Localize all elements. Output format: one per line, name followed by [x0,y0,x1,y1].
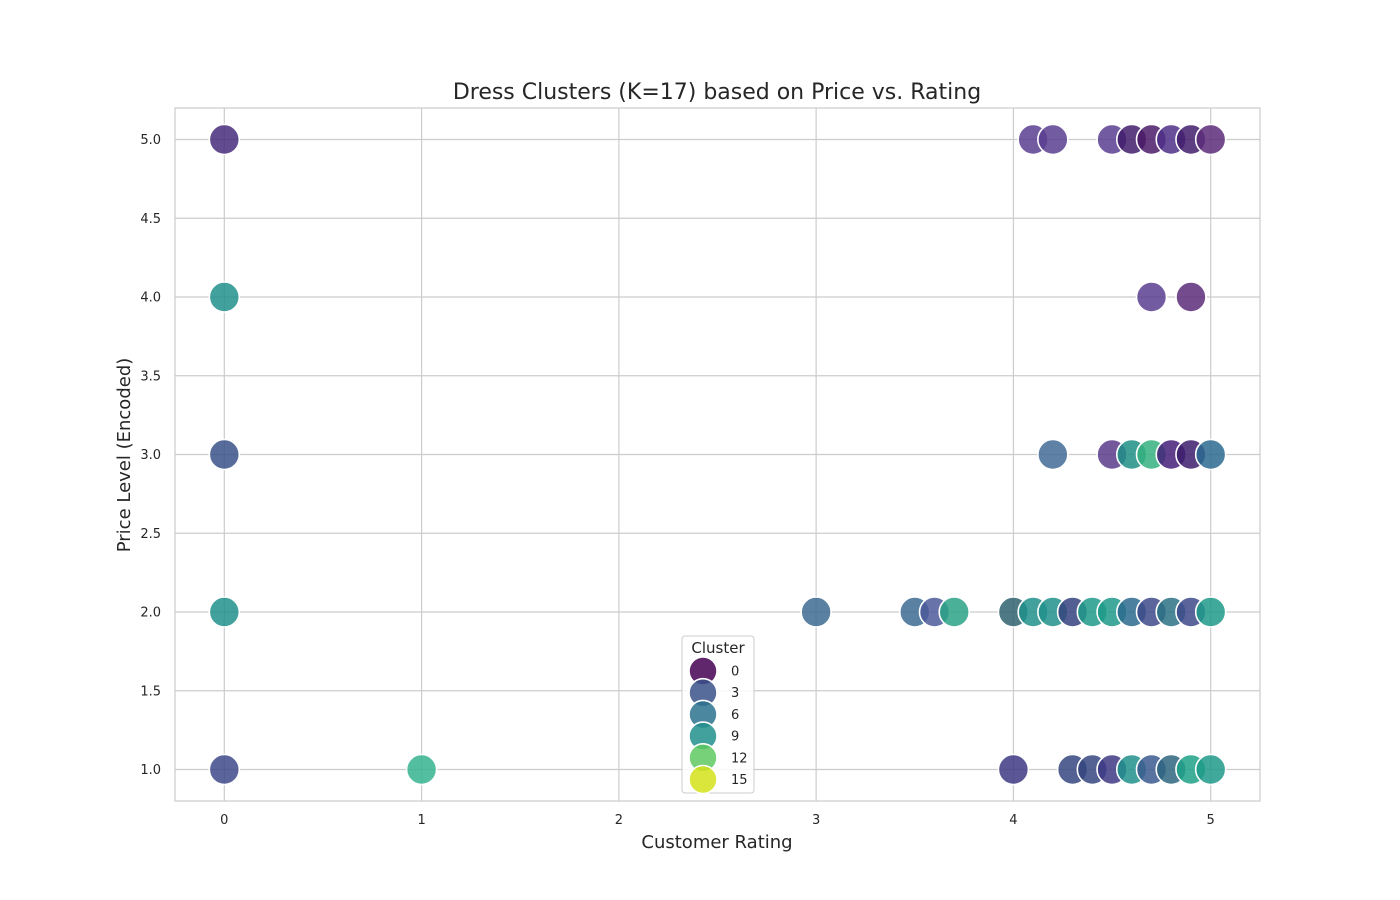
x-tick-label: 2 [615,813,623,828]
x-axis-ticks: 0 1 2 3 4 5 [220,813,1215,828]
data-point [938,596,971,628]
data-point [997,753,1030,786]
x-tick-label: 3 [812,813,820,828]
y-tick-label: 1.5 [140,684,161,699]
data-point [1194,438,1227,471]
data-point [208,438,241,471]
y-axis-label: Price Level (Encoded) [114,358,135,553]
x-tick-label: 0 [220,813,228,828]
data-point [800,596,832,628]
data-point [1037,438,1069,471]
y-tick-label: 4.5 [140,212,161,227]
data-point [1135,281,1168,313]
y-tick-label: 3.5 [140,369,161,384]
chart-title: Dress Clusters (K=17) based on Price vs.… [453,80,981,105]
legend-label: 0 [731,665,739,680]
y-tick-label: 3.0 [140,448,161,463]
x-tick-label: 5 [1207,813,1215,828]
data-point [208,753,241,786]
legend: Cluster 0 3 6 9 12 15 [681,635,755,795]
data-point [208,281,241,313]
data-point [1175,281,1207,313]
x-tick-label: 1 [417,813,425,828]
data-point [1194,753,1227,786]
y-tick-label: 1.0 [140,763,161,778]
legend-entries: 0 3 6 9 12 15 [688,656,748,795]
y-tick-label: 2.5 [140,527,161,542]
data-point [208,123,241,156]
data-point [208,596,241,628]
legend-label: 12 [731,751,748,766]
legend-label: 15 [731,773,748,788]
legend-label: 6 [731,708,739,723]
data-point [405,753,438,786]
y-tick-label: 5.0 [140,133,161,148]
y-tick-label: 2.0 [140,606,161,621]
data-points [208,123,1227,786]
x-axis-label: Customer Rating [641,832,792,853]
legend-title: Cluster [691,639,745,657]
x-tick-label: 4 [1009,813,1017,828]
y-axis-ticks: 1.0 1.5 2.0 2.5 3.0 3.5 4.0 4.5 5.0 [140,133,161,778]
legend-marker [688,764,718,795]
y-tick-label: 4.0 [140,291,161,306]
data-point [1194,596,1227,628]
data-point [1037,123,1069,156]
legend-label: 3 [731,686,739,701]
plot-frame [174,107,1261,802]
data-point [1194,123,1227,156]
legend-label: 9 [731,730,739,745]
